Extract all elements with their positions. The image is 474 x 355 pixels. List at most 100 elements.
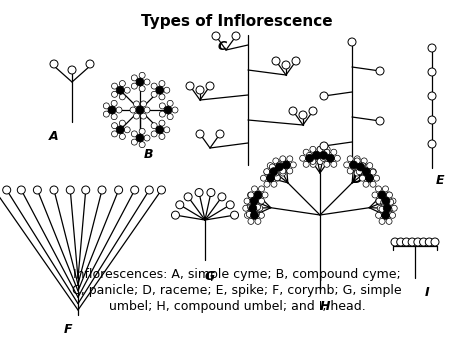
Text: F: F [64, 323, 72, 336]
Circle shape [111, 131, 118, 137]
Circle shape [320, 152, 327, 158]
Circle shape [381, 199, 387, 205]
Circle shape [131, 75, 137, 81]
Circle shape [273, 158, 279, 164]
Circle shape [66, 186, 74, 194]
Circle shape [156, 126, 164, 134]
Circle shape [379, 218, 385, 224]
Circle shape [280, 156, 286, 162]
Circle shape [388, 211, 394, 217]
Circle shape [303, 149, 309, 155]
Circle shape [131, 131, 137, 137]
Circle shape [391, 205, 397, 211]
Circle shape [134, 113, 139, 119]
Circle shape [111, 91, 118, 97]
Circle shape [207, 189, 215, 197]
Circle shape [309, 107, 317, 115]
Circle shape [274, 163, 280, 169]
Circle shape [419, 238, 428, 246]
Circle shape [287, 156, 293, 162]
Circle shape [255, 204, 261, 210]
Circle shape [391, 238, 399, 246]
Text: C, panicle; D, raceme; E, spike; F, corymb; G, simple: C, panicle; D, raceme; E, spike; F, cory… [72, 284, 402, 297]
Circle shape [354, 170, 360, 176]
Circle shape [334, 155, 340, 161]
Circle shape [278, 169, 284, 175]
Circle shape [319, 151, 328, 159]
Circle shape [380, 204, 385, 210]
Circle shape [376, 67, 384, 75]
Circle shape [264, 169, 270, 175]
Circle shape [375, 198, 382, 204]
Circle shape [159, 111, 165, 117]
Circle shape [264, 181, 270, 187]
Circle shape [289, 107, 297, 115]
Text: umbel; H, compound umbel; and I, head.: umbel; H, compound umbel; and I, head. [109, 300, 365, 313]
Circle shape [344, 162, 350, 168]
Circle shape [370, 181, 376, 187]
Circle shape [386, 192, 392, 198]
Circle shape [280, 168, 286, 174]
Circle shape [365, 164, 371, 170]
Circle shape [320, 155, 326, 161]
Circle shape [390, 198, 396, 204]
Circle shape [230, 211, 238, 219]
Circle shape [252, 186, 257, 192]
Circle shape [361, 158, 367, 164]
Circle shape [356, 169, 362, 175]
Circle shape [363, 169, 369, 175]
Circle shape [206, 82, 214, 90]
Circle shape [310, 161, 316, 167]
Circle shape [283, 161, 290, 169]
Circle shape [282, 61, 290, 69]
Circle shape [314, 152, 319, 158]
Circle shape [376, 117, 384, 125]
Circle shape [186, 82, 194, 90]
Circle shape [176, 201, 184, 209]
Circle shape [383, 204, 391, 212]
Circle shape [131, 83, 137, 89]
Circle shape [358, 162, 364, 168]
Circle shape [347, 168, 353, 174]
Circle shape [372, 192, 378, 198]
Circle shape [310, 158, 316, 164]
Circle shape [382, 211, 390, 219]
Circle shape [167, 100, 173, 106]
Text: D: D [352, 173, 362, 186]
Circle shape [151, 91, 157, 97]
Circle shape [428, 92, 436, 100]
Circle shape [267, 175, 273, 181]
Circle shape [111, 114, 117, 120]
Circle shape [367, 175, 373, 181]
Circle shape [292, 57, 300, 65]
Circle shape [232, 32, 240, 40]
Circle shape [383, 198, 389, 204]
Circle shape [428, 140, 436, 148]
Circle shape [266, 174, 274, 182]
Circle shape [17, 186, 25, 194]
Circle shape [116, 107, 122, 113]
Circle shape [139, 86, 145, 92]
Circle shape [380, 192, 385, 198]
Circle shape [275, 163, 283, 171]
Circle shape [255, 192, 261, 198]
Circle shape [425, 238, 433, 246]
Circle shape [250, 197, 258, 205]
Circle shape [156, 86, 164, 94]
Circle shape [196, 86, 204, 94]
Circle shape [136, 78, 144, 86]
Text: B: B [143, 148, 153, 161]
Circle shape [267, 163, 273, 169]
Text: H: H [320, 300, 330, 313]
Circle shape [248, 206, 254, 212]
Circle shape [68, 66, 76, 74]
Circle shape [134, 101, 139, 107]
Circle shape [310, 149, 316, 155]
Circle shape [361, 170, 367, 176]
Circle shape [136, 106, 144, 114]
Circle shape [317, 146, 323, 152]
Circle shape [196, 130, 204, 138]
Circle shape [383, 186, 389, 192]
Circle shape [428, 68, 436, 76]
Circle shape [139, 142, 145, 148]
